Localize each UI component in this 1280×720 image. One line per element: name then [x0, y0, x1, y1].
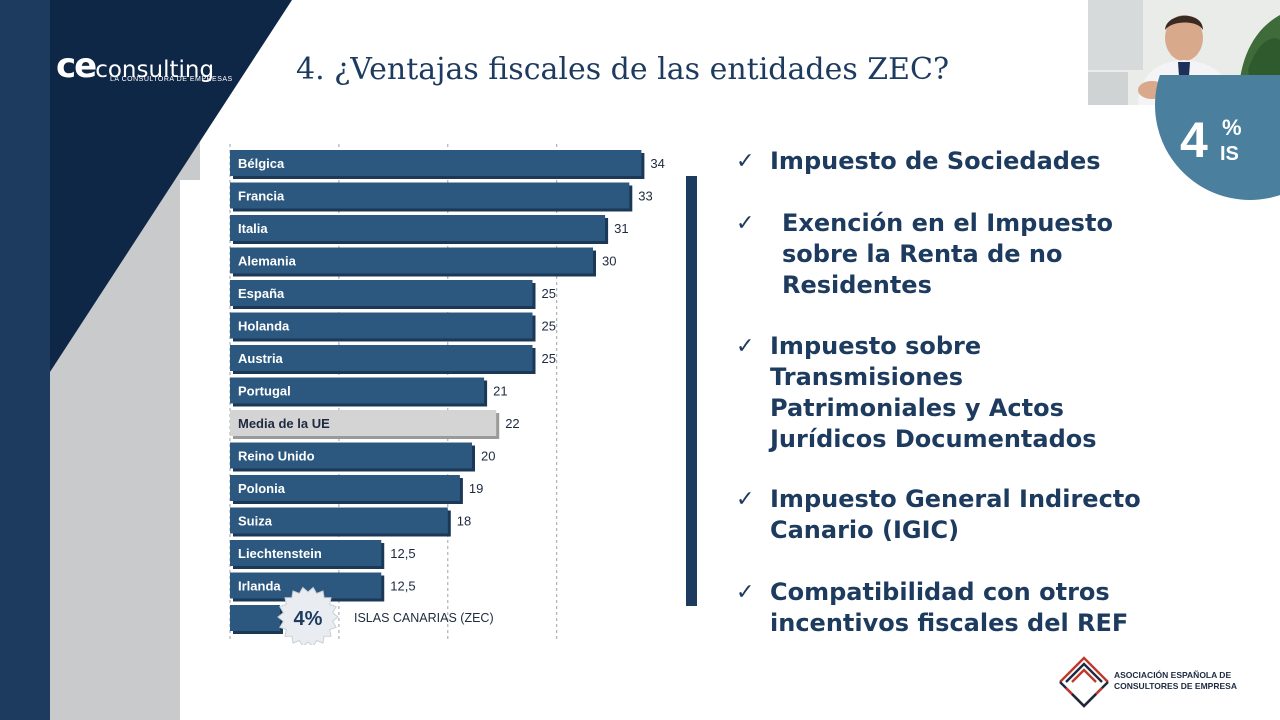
data-label: 12,5 [390, 546, 415, 561]
is-rate-badge: 4 % IS [1155, 75, 1280, 200]
benefit-line: Transmisiones [770, 363, 964, 391]
association-line-2: CONSULTORES DE EMPRESA [1114, 681, 1237, 691]
category-label: Holanda [238, 319, 290, 334]
tax-rate-bar-chart: Bélgica 34 Francia 33 Italia 31 Alemania 30 Espa… [229, 144, 665, 645]
benefit-line: Canario (IGIC) [770, 516, 960, 544]
association-logo: ASOCIACIÓN ESPAÑOLA DE CONSULTORES DE EM… [1056, 654, 1237, 715]
category-label: ISLAS CANARIAS (ZEC) [354, 611, 494, 625]
category-label: Portugal [238, 384, 291, 399]
association-line-1: ASOCIACIÓN ESPAÑOLA DE [1114, 670, 1232, 680]
category-label: España [238, 286, 285, 301]
logo-brand-word: consulting [95, 57, 215, 83]
data-label: 22 [505, 416, 519, 431]
checkmark-icon: ✓ [736, 334, 755, 359]
checkmark-icon: ✓ [736, 149, 755, 174]
bar [230, 507, 448, 534]
category-label: Italia [238, 221, 268, 236]
data-label: 25 [542, 351, 556, 366]
bar [230, 442, 472, 469]
category-label: Alemania [238, 254, 297, 269]
badge-label: IS [1220, 143, 1239, 165]
data-label: 12,5 [390, 579, 415, 594]
benefit-text: Exención en el Impuesto sobre la Renta de… [782, 208, 1113, 301]
benefit-line: Exención en el Impuesto [782, 209, 1113, 237]
checkmark-icon: ✓ [736, 211, 755, 236]
slide-title: 4. ¿Ventajas fiscales de las entidades Z… [296, 52, 950, 87]
badge-circle [1155, 75, 1280, 200]
data-label: 4% [294, 608, 323, 630]
bar [230, 605, 280, 631]
benefit-line: Jurídicos Documentados [770, 425, 1097, 453]
badge-unit: % [1222, 115, 1242, 140]
category-label: Liechtenstein [238, 546, 322, 561]
bar [230, 280, 533, 306]
association-name: ASOCIACIÓN ESPAÑOLA DE CONSULTORES DE EM… [1114, 670, 1237, 692]
bar [230, 410, 497, 436]
benefit-line: Impuesto sobre [770, 332, 982, 360]
zec-starburst-icon [277, 586, 339, 645]
bar [230, 377, 485, 404]
badge-value: 4 [1180, 112, 1208, 168]
data-label: 19 [469, 481, 483, 496]
benefit-line: Compatibilidad con otros [770, 578, 1110, 606]
bar [230, 540, 382, 566]
data-label: 33 [638, 189, 652, 204]
benefit-line: Impuesto General Indirecto [770, 485, 1141, 513]
benefit-line: Residentes [782, 271, 932, 299]
data-label: 18 [457, 514, 471, 529]
bar [230, 150, 642, 176]
data-label: 30 [602, 254, 616, 269]
category-label: Suiza [238, 514, 273, 529]
data-label: 20 [481, 449, 495, 464]
benefit-text: Impuesto General Indirecto Canario (IGIC) [770, 484, 1141, 546]
category-label: Reino Unido [238, 449, 315, 464]
ce-consulting-logo: ceconsulting LA CONSULTORA DE EMPRESAS [56, 46, 232, 86]
benefit-line: incentivos fiscales del REF [770, 609, 1129, 637]
checkmark-icon: ✓ [736, 580, 755, 605]
data-label: 21 [493, 384, 507, 399]
checkmark-icon: ✓ [736, 487, 755, 512]
data-label: 34 [650, 156, 664, 171]
category-label: Polonia [238, 481, 286, 496]
benefit-text: Compatibilidad con otros incentivos fisca… [770, 577, 1128, 639]
data-label: 25 [542, 286, 556, 301]
bar [230, 345, 533, 371]
benefit-line: sobre la Renta de no [782, 240, 1063, 268]
benefit-line: Patrimoniales y Actos [770, 394, 1064, 422]
benefit-text: Impuesto sobre Transmisiones Patrimoniales… [770, 331, 1097, 455]
data-label: 25 [542, 319, 556, 334]
bar [230, 182, 630, 209]
bar [230, 247, 593, 274]
category-label: Irlanda [238, 579, 281, 594]
benefit-line: Impuesto de Sociedades [770, 147, 1101, 175]
category-label: Francia [238, 189, 285, 204]
benefit-text: Impuesto de Sociedades [770, 146, 1101, 177]
association-emblem-icon [1059, 656, 1109, 708]
bar [230, 215, 606, 241]
bar [230, 312, 533, 339]
vertical-divider [686, 176, 697, 606]
logo-brand-short: ce [56, 46, 97, 86]
data-label: 31 [614, 221, 628, 236]
bar [230, 475, 460, 501]
logo-tagline: LA CONSULTORA DE EMPRESAS [110, 76, 233, 83]
category-label: Bélgica [238, 156, 285, 171]
category-label: Media de la UE [238, 416, 330, 431]
category-label: Austria [238, 351, 284, 366]
